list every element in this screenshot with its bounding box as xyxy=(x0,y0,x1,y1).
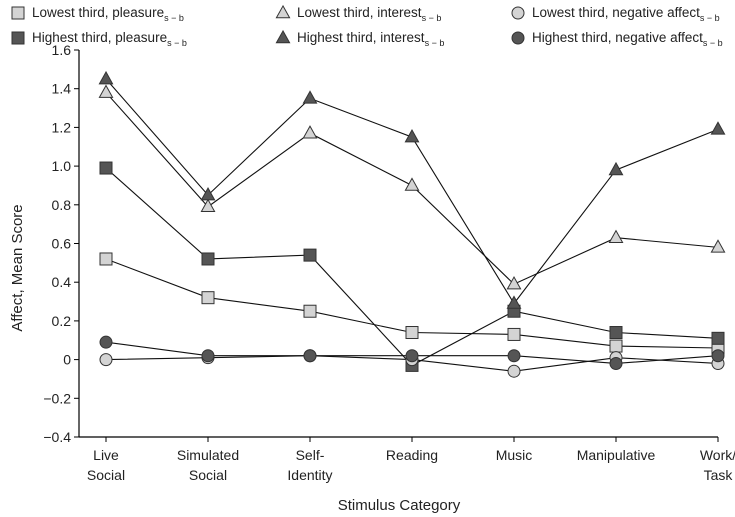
series-markers xyxy=(98,70,726,378)
x-tick-label: Reading xyxy=(386,447,438,463)
data-point-5-6 xyxy=(711,349,725,363)
y-tick-label: −0.2 xyxy=(43,390,71,406)
x-tick-label: Live xyxy=(93,447,119,463)
data-point-3-0 xyxy=(98,70,114,85)
x-tick-label: Self- xyxy=(296,447,325,463)
data-point-0-5 xyxy=(609,339,623,353)
data-point-5-3 xyxy=(405,349,419,363)
data-point-2-3 xyxy=(404,177,420,191)
data-point-5-1 xyxy=(201,349,215,363)
data-point-3-5 xyxy=(608,161,624,176)
data-point-3-2 xyxy=(302,90,318,104)
legend-label-4: Lowest third, negative affects − b xyxy=(532,5,720,23)
legend-marker-5 xyxy=(511,31,525,45)
y-tick-label: 1.6 xyxy=(52,42,72,58)
data-point-4-4 xyxy=(507,364,521,378)
x-tick-label: Manipulative xyxy=(577,447,656,463)
data-point-3-4 xyxy=(506,295,522,309)
data-point-2-4 xyxy=(506,276,522,290)
y-tick-label: 0.2 xyxy=(52,313,72,329)
data-point-1-2 xyxy=(303,248,317,262)
y-tick-label: 0 xyxy=(63,352,71,368)
data-point-0-2 xyxy=(303,304,317,318)
legend: Lowest third, pleasures − b Highest third… xyxy=(11,4,723,48)
y-tick-label: 1.2 xyxy=(52,119,72,135)
x-tick-label: Work/ xyxy=(700,447,735,463)
data-point-1-0 xyxy=(99,161,113,175)
x-tick-label: Identity xyxy=(287,467,332,483)
y-axis-title: Affect, Mean Score xyxy=(9,204,26,331)
legend-marker-4 xyxy=(511,6,525,20)
data-point-3-1 xyxy=(200,187,216,201)
data-point-2-0 xyxy=(98,84,114,98)
data-point-3-3 xyxy=(404,128,420,143)
x-tick-label: Simulated xyxy=(177,447,239,463)
data-point-0-4 xyxy=(507,327,521,341)
data-point-2-2 xyxy=(302,125,318,139)
y-tick-label: 0.8 xyxy=(52,197,72,213)
x-tick-label: Task xyxy=(704,467,734,483)
data-point-5-4 xyxy=(507,349,521,363)
legend-label-2: Lowest third, interests − b xyxy=(297,5,441,23)
y-tick-label: 1.4 xyxy=(52,81,72,97)
data-point-0-3 xyxy=(405,326,419,340)
legend-marker-0 xyxy=(11,6,25,20)
x-tick-label: Social xyxy=(87,467,125,483)
y-tick-label: 0.4 xyxy=(52,274,72,290)
x-tick-label: Music xyxy=(496,447,533,463)
y-tick-label: 0.6 xyxy=(52,236,72,252)
x-axis-title: Stimulus Category xyxy=(338,497,461,514)
data-point-5-5 xyxy=(609,356,623,370)
axes: 1.6 1.4 1.2 1.0 0.8 0.6 0.4 0.2 0 −0.2 −0.4 Live Soc… xyxy=(43,42,735,483)
data-point-2-6 xyxy=(710,239,726,253)
legend-marker-3 xyxy=(275,29,291,44)
data-point-1-1 xyxy=(201,252,215,266)
legend-label-1: Highest third, pleasures − b xyxy=(32,30,187,48)
data-point-1-5 xyxy=(609,326,623,340)
legend-marker-2 xyxy=(275,4,291,19)
series-line-3 xyxy=(105,78,719,305)
data-point-3-6 xyxy=(710,121,726,135)
x-tick-label: Social xyxy=(189,467,227,483)
legend-marker-1 xyxy=(11,31,25,45)
data-point-0-1 xyxy=(201,291,215,305)
data-point-1-6 xyxy=(711,331,725,345)
data-point-5-0 xyxy=(99,335,113,349)
data-point-2-5 xyxy=(608,229,624,243)
legend-label-5: Highest third, negative affects − b xyxy=(532,30,723,48)
y-tick-label: −0.4 xyxy=(43,429,71,445)
legend-label-0: Lowest third, pleasures − b xyxy=(32,5,184,23)
legend-label-3: Highest third, interests − b xyxy=(297,30,444,48)
y-tick-label: 1.0 xyxy=(52,158,72,174)
data-point-2-1 xyxy=(200,198,216,213)
data-point-4-0 xyxy=(99,353,113,367)
data-point-5-2 xyxy=(303,349,317,363)
data-point-0-0 xyxy=(99,252,113,266)
